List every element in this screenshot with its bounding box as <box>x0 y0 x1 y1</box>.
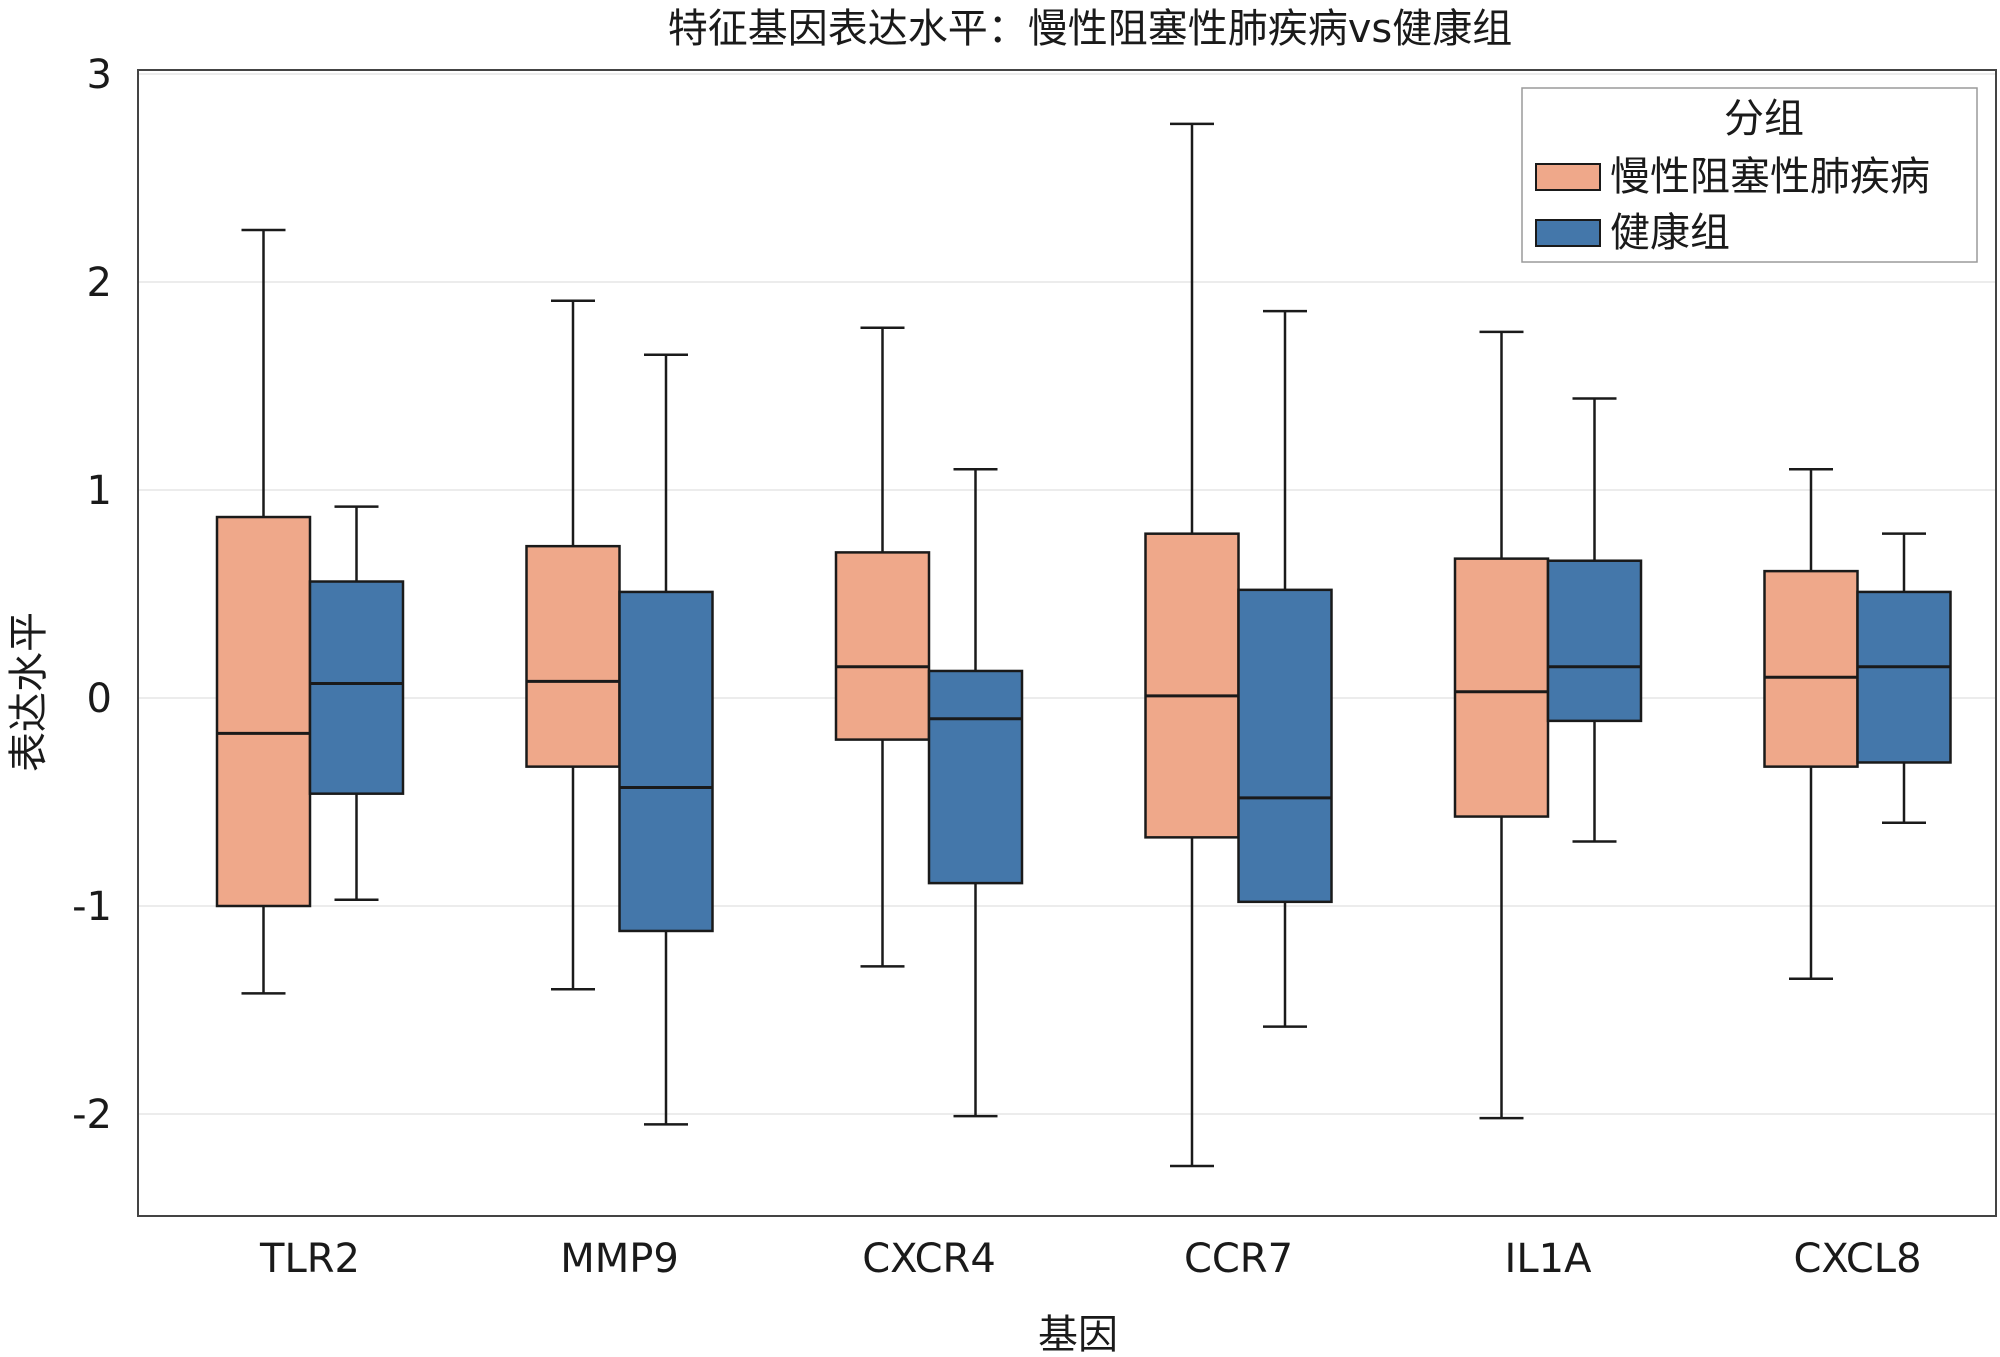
iqr-box <box>215 515 312 908</box>
y-tick-label: 3 <box>87 52 112 98</box>
boxes-layer <box>215 122 1952 1168</box>
box-cxcr4-healthy <box>927 467 1024 1118</box>
y-tick-label: 1 <box>87 468 112 514</box>
box-cxcl8-healthy <box>1856 532 1952 825</box>
plot-frame <box>137 69 1997 1217</box>
iqr-box <box>618 590 714 933</box>
iqr-box <box>927 669 1024 885</box>
iqr-box <box>1763 569 1859 768</box>
y-tick-label: -1 <box>72 884 112 930</box>
box-mmp9-copd <box>525 299 621 991</box>
iqr-box <box>834 551 931 741</box>
legend: 分组 慢性阻塞性肺疾病 健康组 <box>1521 87 1978 263</box>
box-il1a-healthy <box>1546 397 1643 843</box>
y-tick-label: 0 <box>87 676 112 722</box>
x-tick-label: IL1A <box>1505 1236 1593 1282</box>
iqr-box <box>525 544 621 768</box>
y-axis-ticks: 3 2 1 0 -1 -2 <box>72 52 112 1138</box>
box-ccr7-healthy <box>1237 309 1333 1028</box>
iqr-box <box>1237 588 1333 904</box>
box-mmp9-healthy <box>618 353 714 1126</box>
grid-lines <box>138 73 1996 1115</box>
box-il1a-copd <box>1453 330 1550 1120</box>
iqr-box <box>1453 557 1550 818</box>
legend-swatch-healthy <box>1535 219 1601 247</box>
iqr-box <box>308 580 405 795</box>
x-axis-ticks: TLR2 MMP9 CXCR4 CCR7 IL1A CXCL8 <box>259 1236 1922 1282</box>
box-tlr2-copd <box>215 228 312 995</box>
x-tick-label: CXCL8 <box>1793 1236 1921 1282</box>
box-tlr2-healthy <box>308 505 405 902</box>
legend-label-healthy: 健康组 <box>1610 210 1730 256</box>
y-axis-label: 表达水平 <box>6 612 52 772</box>
iqr-box <box>1144 532 1240 839</box>
x-tick-label: TLR2 <box>259 1236 360 1282</box>
x-axis-label: 基因 <box>1038 1312 1118 1357</box>
x-tick-label: MMP9 <box>560 1236 679 1282</box>
box-ccr7-copd <box>1144 122 1240 1168</box>
box-cxcr4-copd <box>834 326 931 968</box>
y-tick-label: 2 <box>87 260 112 306</box>
legend-swatch-copd <box>1535 163 1601 191</box>
chart-title: 特征基因表达水平：慢性阻塞性肺疾病vs健康组 <box>668 6 1513 52</box>
x-tick-label: CXCR4 <box>862 1236 996 1282</box>
y-tick-label: -2 <box>72 1092 112 1138</box>
iqr-box <box>1546 559 1643 723</box>
iqr-box <box>1856 590 1952 764</box>
box-cxcl8-copd <box>1763 467 1859 981</box>
legend-title: 分组 <box>1724 96 1804 142</box>
x-tick-label: CCR7 <box>1184 1236 1293 1282</box>
legend-label-copd: 慢性阻塞性肺疾病 <box>1610 154 1930 200</box>
